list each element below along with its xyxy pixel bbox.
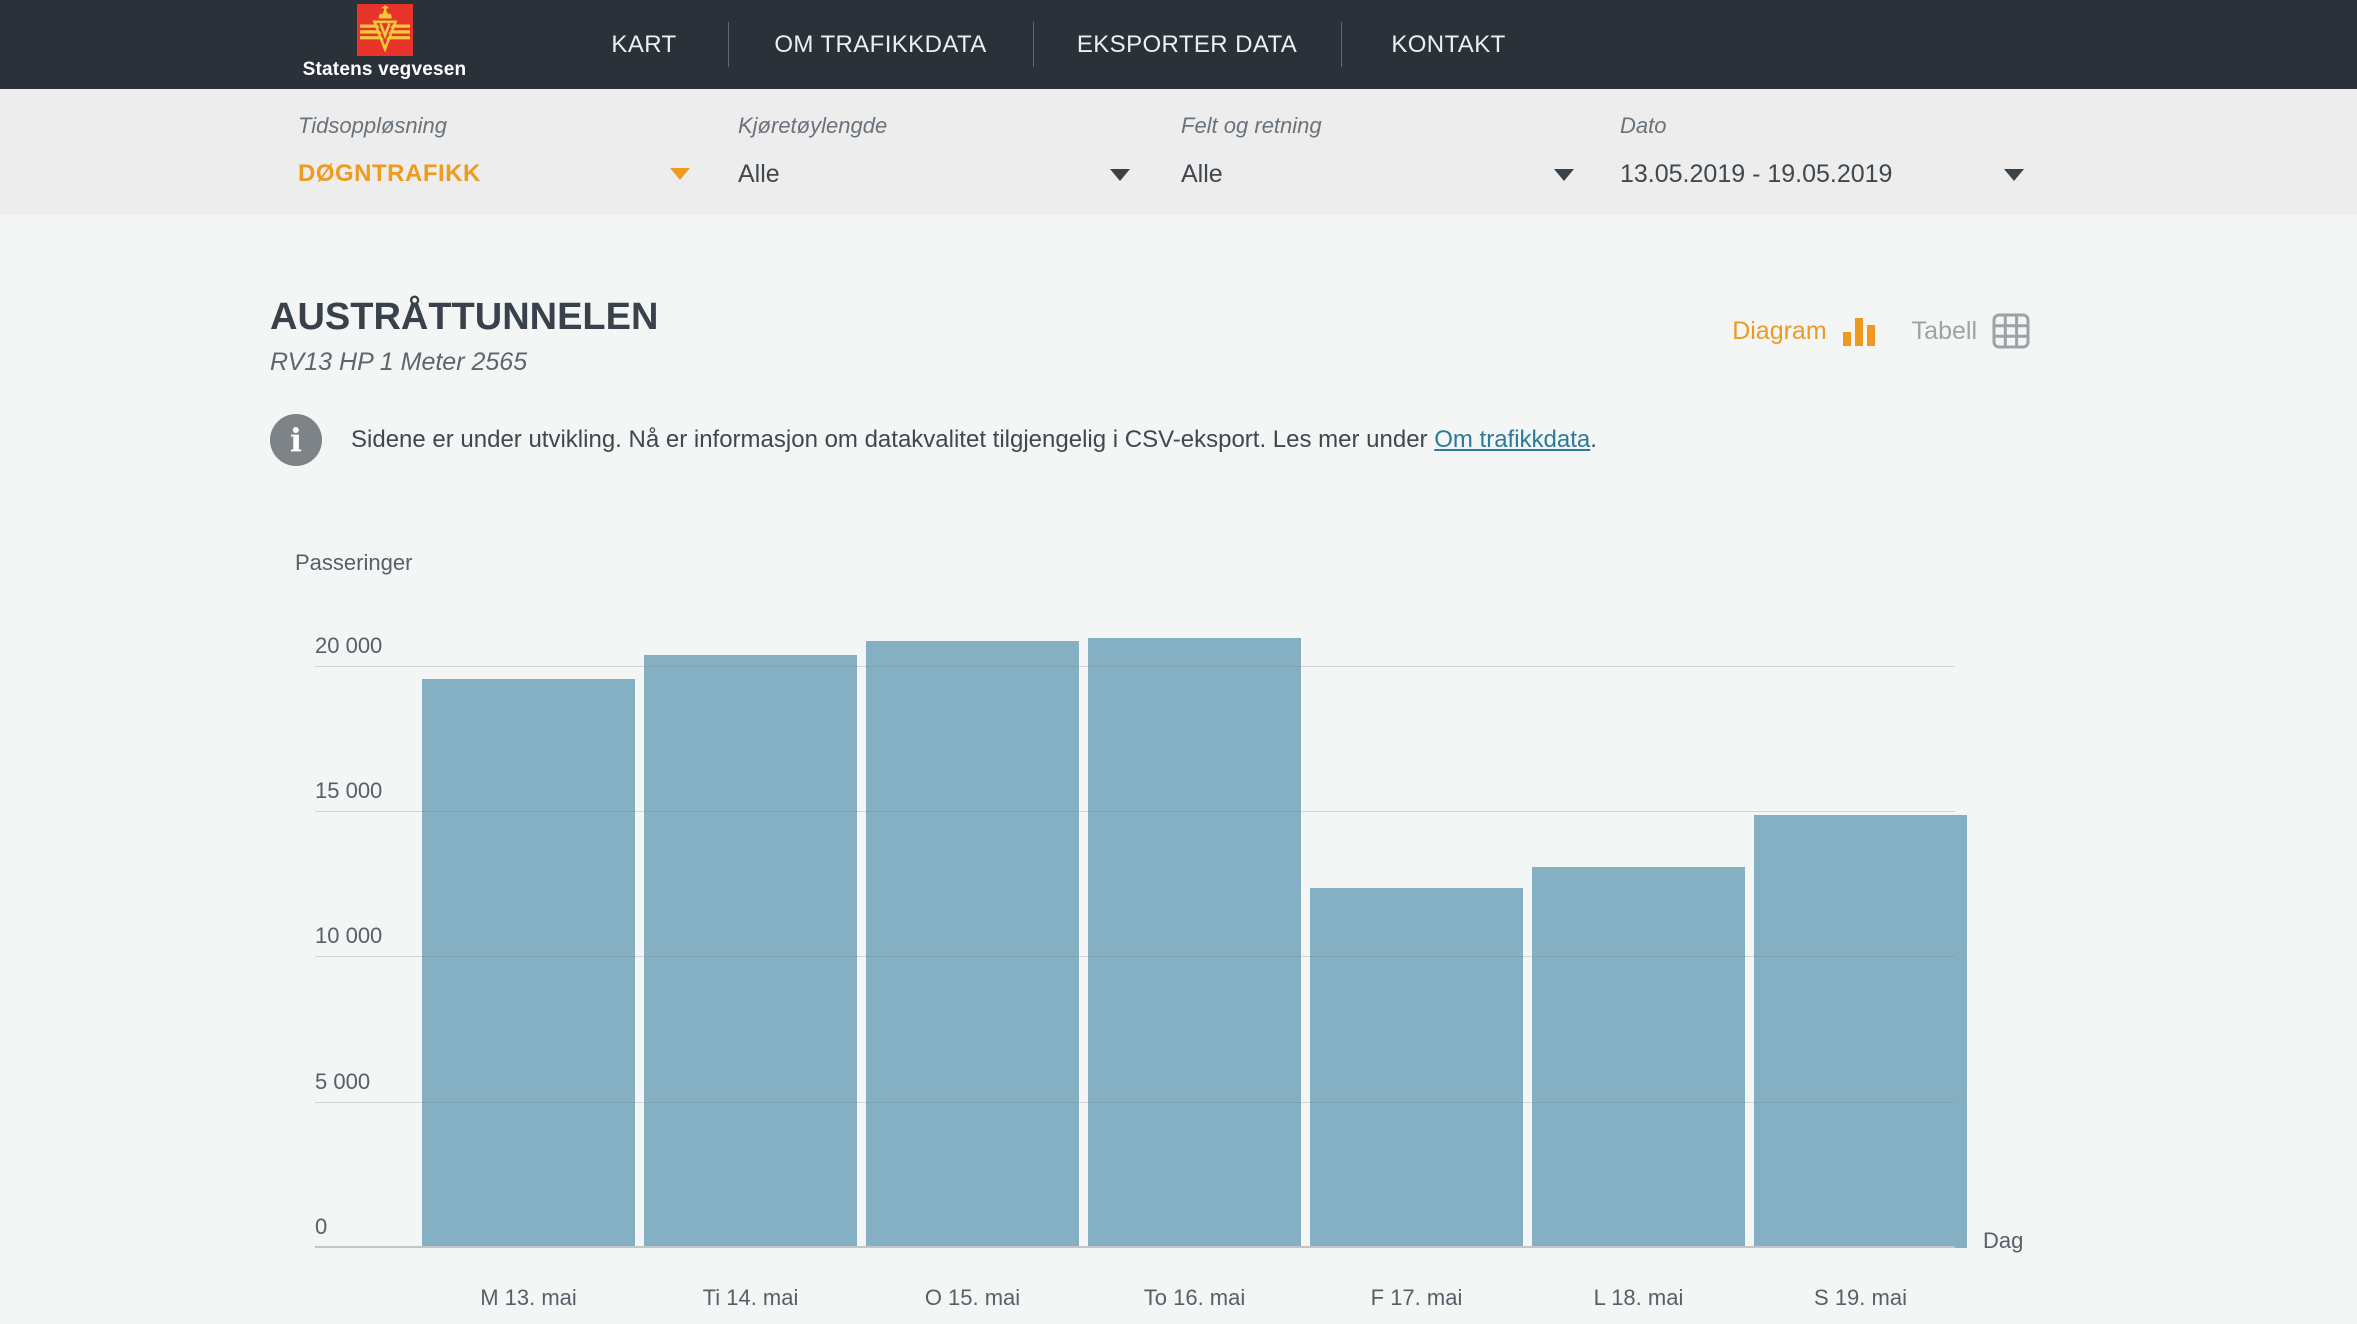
gridline — [315, 956, 1955, 957]
notice-text-after: . — [1590, 426, 1597, 453]
top-header: Statens vegvesen KART OM TRAFIKKDATA EKS… — [0, 0, 2357, 89]
bar[interactable] — [422, 679, 635, 1248]
filter-tidsopplosning: Tidsoppløsning DØGNTRAFIKK — [298, 113, 690, 188]
chevron-down-icon — [670, 168, 690, 180]
bar-chart-icon[interactable] — [1842, 317, 1878, 346]
gridline — [315, 666, 1955, 667]
filter-label-felt-og-retning: Felt og retning — [1181, 113, 1574, 139]
y-tick-label: 0 — [315, 1214, 327, 1240]
x-tick-label: Ti 14. mai — [644, 1285, 857, 1311]
brand-name: Statens vegvesen — [297, 59, 472, 81]
info-icon: i — [270, 414, 322, 466]
chart: Dag 05 00010 00015 00020 000M 13. maiTi … — [315, 560, 1955, 1248]
statens-vegvesen-emblem-icon — [297, 4, 472, 56]
nav-item-kart[interactable]: KART — [560, 0, 728, 89]
filter-value-dato: 13.05.2019 - 19.05.2019 — [1620, 160, 1892, 189]
view-toggle: Diagram Tabell — [1732, 313, 2030, 349]
gridline — [315, 1102, 1955, 1103]
main-nav: KART OM TRAFIKKDATA EKSPORTER DATA KONTA… — [560, 0, 1556, 89]
gridline — [315, 1246, 1955, 1248]
development-notice: i Sidene er under utvikling. Nå er infor… — [270, 414, 1597, 466]
filter-dropdown-tidsopplosning[interactable]: DØGNTRAFIKK — [298, 160, 690, 188]
filter-label-dato: Dato — [1620, 113, 2024, 139]
x-tick-label: O 15. mai — [866, 1285, 1079, 1311]
filter-value-tidsopplosning: DØGNTRAFIKK — [298, 160, 481, 188]
bar[interactable] — [1532, 867, 1745, 1248]
y-tick-label: 15 000 — [315, 778, 382, 804]
tab-diagram[interactable]: Diagram — [1732, 317, 1826, 346]
notice-text-before: Sidene er under utvikling. Nå er informa… — [351, 426, 1434, 453]
filter-label-kjoretoylengde: Kjøretøylengde — [738, 113, 1130, 139]
gridline — [315, 811, 1955, 812]
y-tick-label: 20 000 — [315, 633, 382, 659]
statens-vegvesen-logo[interactable]: Statens vegvesen — [297, 4, 472, 81]
x-tick-label: S 19. mai — [1754, 1285, 1967, 1311]
filter-dropdown-felt-og-retning[interactable]: Alle — [1181, 160, 1574, 189]
nav-item-eksporter-data[interactable]: EKSPORTER DATA — [1033, 0, 1341, 89]
notice-text: Sidene er under utvikling. Nå er informa… — [351, 426, 1597, 454]
bar[interactable] — [1310, 888, 1523, 1248]
y-tick-label: 10 000 — [315, 923, 382, 949]
bar[interactable] — [1088, 638, 1301, 1248]
filter-label-tidsopplosning: Tidsoppløsning — [298, 113, 690, 139]
filter-felt-og-retning: Felt og retning Alle — [1181, 113, 1574, 189]
page-title: AUSTRÅTTUNNELEN — [270, 296, 658, 339]
nav-item-kontakt[interactable]: KONTAKT — [1341, 0, 1556, 89]
x-tick-label: M 13. mai — [422, 1285, 635, 1311]
bar[interactable] — [1754, 815, 1967, 1248]
chevron-down-icon — [1554, 169, 1574, 181]
filter-dropdown-kjoretoylengde[interactable]: Alle — [738, 160, 1130, 189]
page-subtitle: RV13 HP 1 Meter 2565 — [270, 348, 658, 377]
bar[interactable] — [644, 655, 857, 1248]
filter-dato: Dato 13.05.2019 - 19.05.2019 — [1620, 113, 2024, 189]
y-tick-label: 5 000 — [315, 1069, 370, 1095]
chevron-down-icon — [2004, 169, 2024, 181]
filter-bar: Tidsoppløsning DØGNTRAFIKK Kjøretøylengd… — [0, 89, 2357, 215]
om-trafikkdata-link[interactable]: Om trafikkdata — [1434, 426, 1590, 453]
station-heading: AUSTRÅTTUNNELEN RV13 HP 1 Meter 2565 — [270, 296, 658, 377]
x-tick-label: F 17. mai — [1310, 1285, 1523, 1311]
filter-value-kjoretoylengde: Alle — [738, 160, 780, 189]
tab-tabell[interactable]: Tabell — [1912, 317, 1977, 346]
x-tick-label: L 18. mai — [1532, 1285, 1745, 1311]
x-tick-label: To 16. mai — [1088, 1285, 1301, 1311]
filter-kjoretoylengde: Kjøretøylengde Alle — [738, 113, 1130, 189]
filter-value-felt-og-retning: Alle — [1181, 160, 1223, 189]
x-axis-title: Dag — [1983, 1228, 2023, 1254]
bar[interactable] — [866, 641, 1079, 1248]
filter-dropdown-dato[interactable]: 13.05.2019 - 19.05.2019 — [1620, 160, 2024, 189]
chevron-down-icon — [1110, 169, 1130, 181]
nav-item-om-trafikkdata[interactable]: OM TRAFIKKDATA — [728, 0, 1033, 89]
table-grid-icon[interactable] — [1992, 313, 2030, 349]
